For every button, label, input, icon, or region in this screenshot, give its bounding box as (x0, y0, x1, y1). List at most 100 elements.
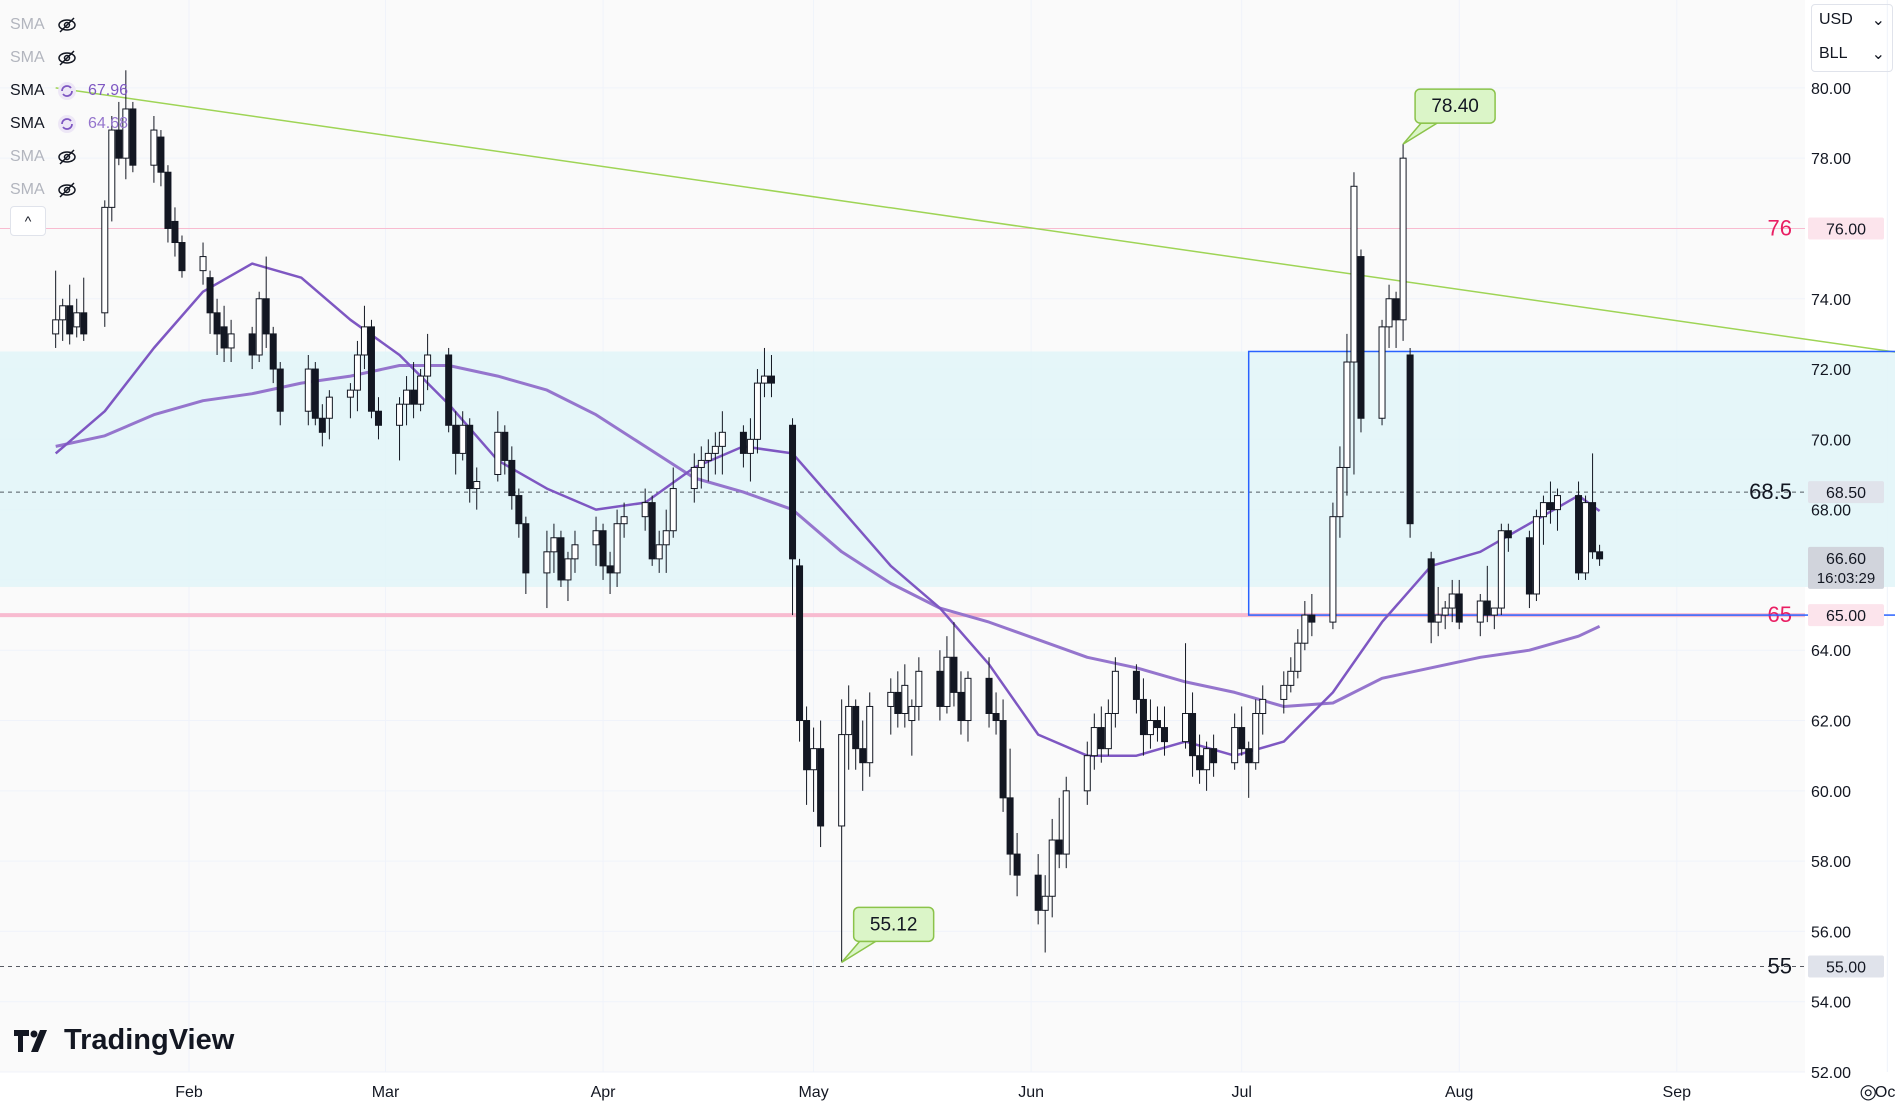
legend-row-sma-5[interactable]: SMA (10, 140, 128, 173)
candle-body (199, 256, 207, 272)
candle-body (1385, 298, 1393, 328)
time-tick-label: Feb (175, 1084, 203, 1101)
price-tick-label: 56.00 (1811, 924, 1851, 941)
loading-icon[interactable] (56, 113, 78, 135)
candle-body (220, 326, 228, 349)
price-tick-label: 68.00 (1811, 503, 1851, 520)
candle-body (845, 705, 853, 736)
candle-body (1490, 607, 1498, 616)
candle-body (550, 537, 558, 553)
candle-body (943, 656, 951, 707)
loading-icon[interactable] (56, 80, 78, 102)
candle-body (1476, 600, 1484, 623)
time-axis-background (0, 1072, 1805, 1110)
candle-body (915, 670, 923, 707)
symbol-select[interactable]: BLL ⌄ (1811, 38, 1893, 70)
price-tick-label: 54.00 (1811, 995, 1851, 1012)
candle-body (817, 748, 825, 827)
candle-body (304, 368, 312, 412)
candle-body (648, 502, 656, 560)
candle-body (1336, 466, 1344, 518)
candle-body (1203, 748, 1211, 771)
candle-body (1231, 727, 1239, 764)
eye-off-icon[interactable] (56, 179, 78, 201)
candle-body (1434, 614, 1442, 623)
candle-body (641, 502, 649, 518)
candle-body (1582, 502, 1590, 574)
candle-body (360, 326, 368, 356)
legend-value: 64.68 (88, 114, 129, 132)
eye-off-icon[interactable] (56, 14, 78, 36)
candles-layer (52, 70, 1604, 963)
candle-body (178, 242, 186, 272)
candle-body (1441, 607, 1449, 616)
candle-body (410, 389, 418, 405)
price-tick-label: 70.00 (1811, 432, 1851, 449)
candle-body (1539, 502, 1547, 518)
callout-label: 78.40 (1431, 96, 1479, 117)
price-tick-label: 78.00 (1811, 151, 1851, 168)
candle-body (171, 220, 179, 244)
eye-off-icon[interactable] (56, 47, 78, 69)
candle-body (255, 298, 263, 356)
legend-row-sma-2[interactable]: SMA (10, 41, 128, 74)
legend-row-sma-4[interactable]: SMA 64.68 (10, 107, 128, 140)
settings-icon[interactable]: ◎ (1859, 1081, 1877, 1103)
currency-select[interactable]: USD ⌄ (1811, 4, 1893, 36)
candle-body (789, 424, 797, 560)
candle-body (1596, 551, 1604, 560)
candle-body (620, 516, 628, 525)
candle-body (1525, 537, 1533, 595)
candle-body (353, 354, 361, 391)
candle-body (1090, 727, 1098, 757)
candle-body (592, 530, 600, 546)
candle-body (1553, 495, 1561, 511)
candle-body (1532, 516, 1540, 595)
time-axis[interactable]: Feb Mar Apr May Jun Jul Aug Sep Oct (175, 1084, 1895, 1101)
candle-body (1455, 593, 1463, 623)
candle-body (557, 537, 565, 581)
candle-body (1146, 720, 1154, 736)
candle-body (1062, 790, 1070, 855)
eye-off-icon[interactable] (56, 146, 78, 168)
price-badge-bg (1808, 604, 1884, 627)
candle-body (964, 677, 972, 722)
candle-body (760, 375, 768, 384)
legend-row-sma-6[interactable]: SMA (10, 173, 128, 206)
price-badges: 76.00 68.50 65.00 55.00 66.60 16:03:29 (1808, 217, 1884, 978)
candle-body (1343, 361, 1351, 468)
candle-body (367, 326, 375, 412)
time-tick-label: Jun (1018, 1084, 1044, 1101)
selector-group (1811, 4, 1893, 72)
candle-body (52, 319, 60, 335)
candle-body (1546, 502, 1554, 511)
candle-body (613, 523, 621, 574)
candle-body (1497, 530, 1505, 609)
sma-fast-line (54, 262, 1601, 757)
candle-body (346, 389, 354, 398)
candle-body (1083, 755, 1091, 792)
legend-name: SMA (10, 15, 45, 33)
last-price-badge (1808, 546, 1884, 589)
last-price-label: 66.60 (1826, 551, 1866, 568)
candle-body (73, 312, 81, 328)
legend-row-sma-1[interactable]: SMA (10, 8, 128, 41)
candle-body (655, 544, 663, 560)
candle-body (1238, 727, 1246, 750)
candle-body (1097, 727, 1105, 750)
candle-body (403, 389, 411, 405)
tradingview-logo[interactable]: TradingView (14, 1024, 234, 1057)
candle-body (810, 748, 818, 771)
candle-body (66, 305, 74, 335)
legend-name: SMA (10, 180, 45, 198)
candle-body (80, 312, 88, 335)
legend-row-sma-3[interactable]: SMA 67.96 (10, 74, 128, 107)
candle-body (992, 712, 1000, 722)
candle-body (1034, 874, 1042, 911)
candle-body (859, 748, 867, 764)
collapse-legend-button[interactable]: ^ (10, 206, 46, 236)
time-tick-label: Jul (1231, 1084, 1251, 1101)
callouts-layer: 78.40 55.12 (841, 88, 1496, 963)
